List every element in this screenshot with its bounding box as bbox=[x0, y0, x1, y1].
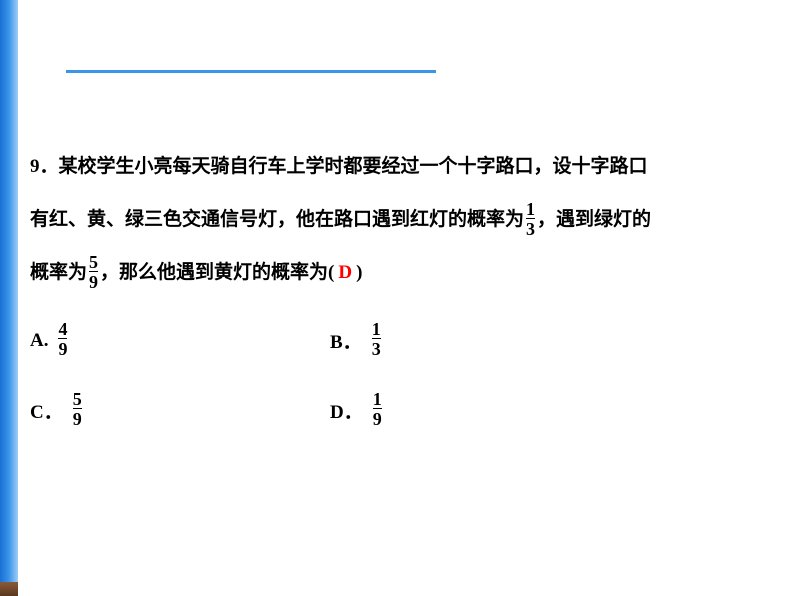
question-text: 9．某校学生小亮每天骑自行车上学时都要经过一个十字路口，设十字路口 有红、黄、绿… bbox=[30, 140, 770, 300]
option-B-label: B． bbox=[330, 327, 362, 354]
frac2-num: 5 bbox=[89, 253, 98, 271]
options-block: A. 4 9 B． 1 3 C． 5 9 bbox=[30, 322, 770, 430]
answer-letter: D bbox=[334, 262, 356, 283]
option-D-den: 9 bbox=[373, 408, 382, 428]
option-C-num: 5 bbox=[73, 390, 82, 408]
left-bar-brown-edge bbox=[0, 582, 18, 596]
option-B-fraction: 1 3 bbox=[370, 320, 383, 358]
option-A-label: A. bbox=[30, 330, 48, 352]
q-line2a: 有红、黄、绿三色交通信号灯，他在路口遇到红灯的概率为 bbox=[30, 209, 524, 230]
q-line3c: ) bbox=[356, 262, 362, 283]
q-line2b: ，遇到绿灯的 bbox=[537, 209, 651, 230]
frac2-den: 9 bbox=[89, 271, 98, 291]
q-line1a: 某校学生小亮每天骑自行车上学时都要经过一个十字路口，设十字路口 bbox=[59, 156, 648, 177]
frac1-num: 1 bbox=[526, 200, 535, 218]
frac1-den: 3 bbox=[526, 218, 535, 238]
option-B: B． 1 3 bbox=[330, 322, 630, 360]
option-B-den: 3 bbox=[372, 338, 381, 358]
option-row-2: C． 5 9 D． 1 9 bbox=[30, 392, 770, 430]
left-accent-bar bbox=[0, 0, 18, 596]
option-A-fraction: 4 9 bbox=[56, 320, 69, 358]
option-A: A. 4 9 bbox=[30, 322, 330, 360]
fraction-5-9: 59 bbox=[87, 253, 100, 291]
option-C-fraction: 5 9 bbox=[71, 390, 84, 428]
question-line-1: 9．某校学生小亮每天骑自行车上学时都要经过一个十字路口，设十字路口 bbox=[30, 140, 770, 193]
option-D-fraction: 1 9 bbox=[371, 390, 384, 428]
option-A-num: 4 bbox=[58, 320, 67, 338]
question-line-3: 概率为59，那么他遇到黄灯的概率为(D) bbox=[30, 246, 770, 299]
content-area: 9．某校学生小亮每天骑自行车上学时都要经过一个十字路口，设十字路口 有红、黄、绿… bbox=[30, 140, 770, 462]
option-C-label: C． bbox=[30, 397, 63, 424]
top-accent-line bbox=[66, 70, 436, 73]
option-B-num: 1 bbox=[372, 320, 381, 338]
q-line3a: 概率为 bbox=[30, 262, 87, 283]
question-number: 9． bbox=[30, 156, 59, 177]
question-line-2: 有红、黄、绿三色交通信号灯，他在路口遇到红灯的概率为13，遇到绿灯的 bbox=[30, 193, 770, 246]
fraction-1-3: 13 bbox=[524, 200, 537, 238]
option-C-den: 9 bbox=[73, 408, 82, 428]
option-row-1: A. 4 9 B． 1 3 bbox=[30, 322, 770, 360]
option-C: C． 5 9 bbox=[30, 392, 330, 430]
option-A-den: 9 bbox=[58, 338, 67, 358]
option-D: D． 1 9 bbox=[330, 392, 630, 430]
q-line3b: ，那么他遇到黄灯的概率为( bbox=[100, 262, 334, 283]
option-D-num: 1 bbox=[373, 390, 382, 408]
option-D-label: D． bbox=[330, 397, 363, 424]
